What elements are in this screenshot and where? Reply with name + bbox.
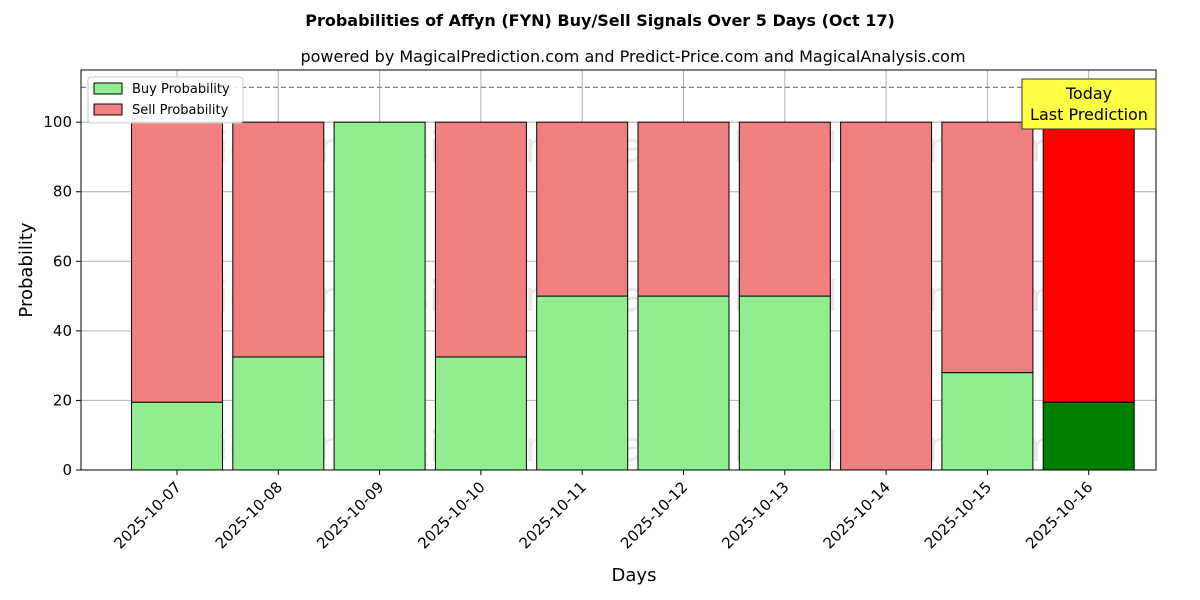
bar-buy — [1042, 401, 1135, 471]
x-tick-label: 2025-10-08 — [212, 478, 286, 552]
legend-swatch-buy — [93, 82, 123, 95]
legend: Buy Probability Sell Probability — [87, 76, 244, 124]
y-tick-label: 40 — [53, 322, 72, 340]
y-tick-label: 20 — [53, 391, 72, 409]
x-tick-label: 2025-10-14 — [820, 478, 894, 552]
x-tick-label: 2025-10-10 — [414, 478, 488, 552]
bar-sell — [637, 121, 730, 297]
x-axis: 2025-10-07 2025-10-08 2025-10-09 2025-10-10… — [110, 470, 1097, 552]
bar-buy — [232, 356, 325, 471]
bar-sell — [941, 121, 1034, 374]
bar-sell — [232, 121, 325, 358]
x-tick-label: 2025-10-09 — [313, 478, 387, 552]
y-tick-label: 100 — [43, 113, 72, 131]
annotation-line-last-prediction: Last Prediction — [1030, 105, 1148, 124]
y-tick-label: 0 — [62, 461, 72, 479]
y-axis: 0 20 40 60 80 100 — [43, 113, 81, 479]
x-tick-label: 2025-10-07 — [110, 478, 184, 552]
bar-sell — [536, 121, 629, 297]
x-tick-label: 2025-10-13 — [718, 478, 792, 552]
bar-sell — [738, 121, 831, 297]
bar-buy — [941, 372, 1034, 471]
bar-buy — [131, 401, 223, 471]
x-tick-label: 2025-10-12 — [617, 478, 691, 552]
today-annotation: Today Last Prediction — [1021, 78, 1157, 130]
annotation-line-today: Today — [1065, 84, 1112, 103]
bar-buy — [434, 356, 527, 471]
bar-buy — [738, 295, 831, 471]
bar-sell — [434, 121, 527, 358]
x-tick-label: 2025-10-15 — [921, 478, 995, 552]
bars-layer — [131, 121, 1135, 471]
x-tick-label: 2025-10-11 — [516, 478, 590, 552]
bar-buy — [536, 295, 629, 471]
y-axis-label: Probability — [16, 222, 37, 317]
legend-swatch-sell — [93, 103, 123, 116]
annotation-box — [1021, 78, 1157, 130]
x-axis-label: Days — [612, 565, 657, 586]
legend-label-sell: Sell Probability — [132, 103, 229, 118]
legend-box — [87, 76, 244, 124]
bar-sell — [131, 121, 223, 403]
chart-subtitle: powered by MagicalPrediction.com and Pre… — [300, 47, 965, 66]
bar-sell — [840, 121, 933, 471]
y-tick-label: 80 — [53, 183, 72, 201]
bar-sell — [1042, 121, 1135, 403]
legend-label-buy: Buy Probability — [132, 82, 230, 97]
chart-title: Probabilities of Affyn (FYN) Buy/Sell Si… — [305, 11, 895, 30]
plot-frame — [80, 69, 1157, 471]
bar-buy — [333, 121, 426, 471]
bar-buy — [637, 295, 730, 471]
x-tick-label: 2025-10-16 — [1022, 478, 1096, 552]
y-tick-label: 60 — [53, 252, 72, 270]
